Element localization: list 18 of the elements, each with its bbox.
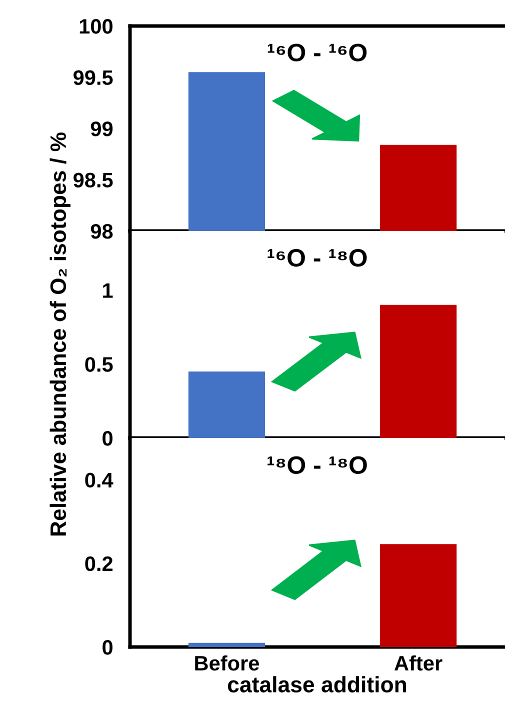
y-tick-label: 0.2 (85, 556, 112, 572)
y-tick-label: 99.5 (74, 70, 113, 86)
y-tick-label: 0 (102, 431, 112, 446)
x-tick-label: Before (195, 655, 260, 671)
y-tick-label: 0.4 (85, 472, 114, 488)
y-tick-label: 1 (103, 283, 113, 298)
text: ¹⁶O - ¹⁶O (268, 44, 367, 62)
x-axis-title: catalase addition (228, 676, 406, 692)
x-tick-label: After (394, 655, 442, 671)
y-tick-label: 99 (90, 122, 113, 136)
y-tick-label: 0.5 (85, 357, 113, 372)
text: ¹⁶O - ¹⁸O (268, 248, 367, 267)
y-tick-label: 100 (80, 19, 112, 34)
y-tick-label: 0 (102, 640, 112, 655)
y-tick-label: 98 (90, 224, 113, 239)
y-tick-label: 98.5 (74, 172, 113, 188)
y-axis-title: Relative abundance of O₂ isotopes / % (50, 132, 70, 536)
text: ¹⁸O - ¹⁸O (268, 456, 367, 474)
